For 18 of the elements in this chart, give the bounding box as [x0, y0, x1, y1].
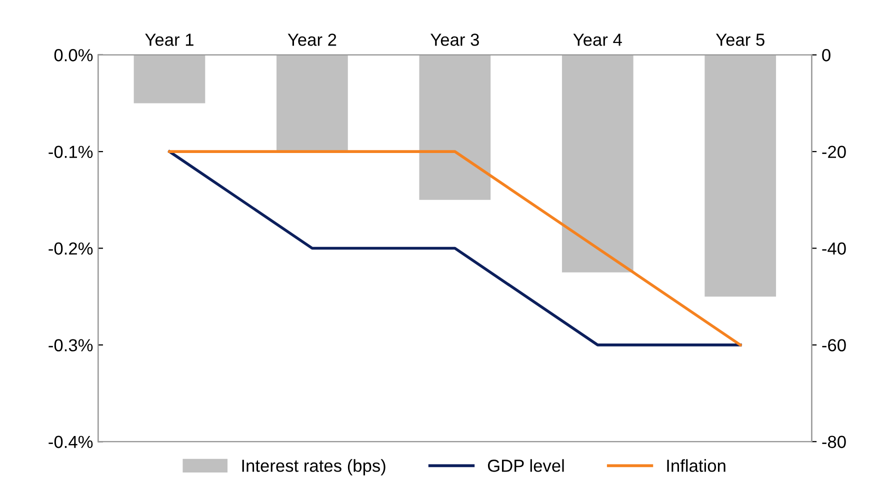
y-tick-label: -0.4%	[48, 436, 93, 448]
x-tick-label: Year 1	[145, 34, 194, 46]
y2-tick-label: -40	[822, 242, 846, 255]
legend-label: GDP level	[488, 459, 564, 472]
y2-tick-label: 0	[822, 49, 830, 62]
y-tick-label: -0.2%	[48, 242, 93, 255]
x-tick-label: Year 5	[716, 34, 764, 46]
x-tick-label: Year 2	[288, 34, 336, 46]
y-tick-label: 0.0%	[54, 49, 93, 62]
y2-tick-label: -80	[822, 436, 846, 448]
x-tick-label: Year 4	[573, 34, 622, 46]
x-tick-label: Year 3	[430, 34, 479, 46]
y-tick-label: -0.3%	[48, 339, 93, 352]
legend-label: Interest rates (bps)	[242, 459, 386, 476]
legend-label: Inflation	[667, 459, 726, 472]
y2-tick-label: -20	[822, 146, 846, 158]
y2-tick-label: -60	[822, 339, 846, 352]
y-tick-label: -0.1%	[48, 146, 93, 158]
